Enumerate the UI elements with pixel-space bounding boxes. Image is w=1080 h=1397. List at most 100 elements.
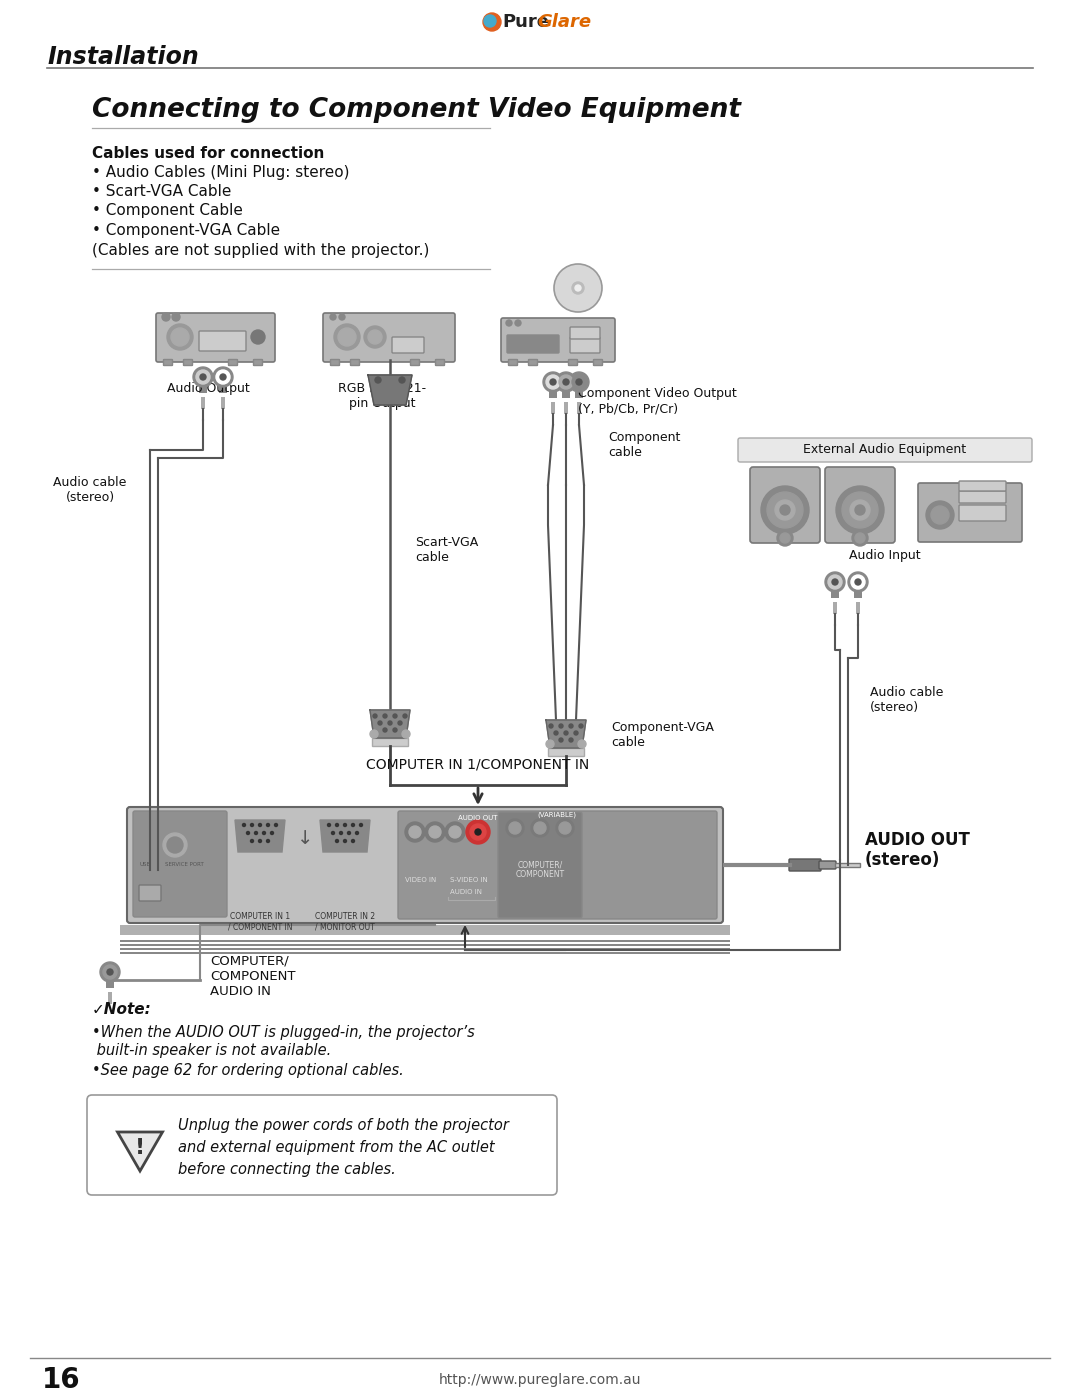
Text: •When the AUDIO OUT is plugged-in, the projector’s: •When the AUDIO OUT is plugged-in, the p… [92, 1024, 475, 1039]
Circle shape [383, 714, 387, 718]
FancyBboxPatch shape [738, 439, 1032, 462]
Circle shape [534, 821, 546, 834]
Text: COMPUTER/
COMPONENT
AUDIO IN: COMPUTER/ COMPONENT AUDIO IN [210, 956, 296, 997]
FancyBboxPatch shape [133, 812, 227, 916]
Text: AUDIO OUT
(stereo): AUDIO OUT (stereo) [865, 831, 970, 869]
Circle shape [167, 837, 183, 854]
Circle shape [507, 819, 524, 837]
Circle shape [375, 377, 381, 383]
Circle shape [475, 828, 481, 835]
Circle shape [828, 576, 842, 590]
FancyBboxPatch shape [959, 490, 1005, 503]
Circle shape [103, 965, 117, 979]
FancyBboxPatch shape [548, 747, 584, 756]
FancyBboxPatch shape [163, 359, 173, 366]
FancyBboxPatch shape [562, 381, 570, 398]
FancyBboxPatch shape [108, 992, 112, 1004]
FancyBboxPatch shape [139, 886, 161, 901]
Circle shape [777, 529, 793, 546]
Circle shape [251, 840, 254, 842]
Circle shape [465, 820, 490, 844]
Circle shape [559, 821, 571, 834]
Circle shape [578, 740, 586, 747]
FancyBboxPatch shape [568, 359, 578, 366]
Circle shape [193, 367, 213, 387]
Circle shape [351, 823, 354, 827]
Circle shape [274, 823, 278, 827]
Circle shape [576, 379, 582, 386]
FancyBboxPatch shape [106, 972, 114, 988]
Text: (Cables are not supplied with the projector.): (Cables are not supplied with the projec… [92, 243, 430, 258]
Text: Scart-VGA
cable: Scart-VGA cable [415, 536, 478, 564]
FancyBboxPatch shape [199, 331, 246, 351]
Text: ↓: ↓ [297, 828, 313, 848]
Circle shape [556, 372, 576, 393]
Circle shape [569, 372, 589, 393]
FancyBboxPatch shape [120, 944, 730, 946]
FancyBboxPatch shape [551, 402, 555, 414]
Circle shape [370, 731, 378, 738]
Circle shape [569, 724, 573, 728]
Circle shape [251, 330, 265, 344]
Circle shape [258, 840, 261, 842]
Circle shape [267, 823, 270, 827]
Circle shape [559, 374, 573, 388]
FancyBboxPatch shape [120, 949, 730, 950]
Circle shape [572, 374, 586, 388]
Circle shape [107, 970, 113, 975]
Circle shape [852, 529, 868, 546]
FancyBboxPatch shape [127, 807, 723, 923]
Circle shape [338, 328, 356, 346]
FancyBboxPatch shape [219, 377, 227, 393]
Text: • Scart-VGA Cable: • Scart-VGA Cable [92, 184, 231, 200]
Text: Audio Input: Audio Input [849, 549, 921, 562]
Text: Glare: Glare [537, 13, 591, 31]
Circle shape [780, 504, 789, 515]
Circle shape [388, 721, 392, 725]
Circle shape [515, 320, 521, 326]
Circle shape [220, 374, 226, 380]
FancyBboxPatch shape [87, 1095, 557, 1194]
FancyBboxPatch shape [564, 402, 568, 414]
Circle shape [559, 738, 563, 742]
Circle shape [848, 571, 868, 592]
Circle shape [213, 367, 233, 387]
Polygon shape [320, 820, 370, 852]
FancyBboxPatch shape [392, 337, 424, 353]
Circle shape [569, 738, 573, 742]
Text: Installation: Installation [48, 45, 199, 68]
Text: AUDIO IN: AUDIO IN [450, 888, 482, 895]
FancyBboxPatch shape [330, 359, 339, 366]
Text: Audio cable
(stereo): Audio cable (stereo) [870, 686, 943, 714]
Text: http://www.pureglare.com.au: http://www.pureglare.com.au [438, 1373, 642, 1387]
Text: • Component-VGA Cable: • Component-VGA Cable [92, 222, 280, 237]
FancyBboxPatch shape [835, 863, 860, 868]
Circle shape [549, 724, 553, 728]
Circle shape [564, 731, 568, 735]
FancyBboxPatch shape [376, 391, 380, 397]
Polygon shape [546, 719, 586, 747]
Circle shape [780, 534, 789, 543]
Text: S-VIDEO IN: S-VIDEO IN [450, 877, 488, 883]
FancyBboxPatch shape [410, 359, 419, 366]
Text: External Audio Equipment: External Audio Equipment [804, 443, 967, 457]
Text: Component Video Output
(Y, Pb/Cb, Pr/Cr): Component Video Output (Y, Pb/Cb, Pr/Cr) [578, 387, 737, 415]
Circle shape [336, 823, 338, 827]
Circle shape [402, 731, 410, 738]
Circle shape [393, 714, 397, 718]
FancyBboxPatch shape [184, 359, 192, 366]
Text: SERVICE PORT: SERVICE PORT [165, 862, 204, 868]
Text: ✓Note:: ✓Note: [92, 1003, 152, 1017]
Circle shape [172, 313, 180, 321]
Text: Audio Output: Audio Output [166, 381, 249, 395]
Circle shape [767, 492, 804, 528]
Text: • Audio Cables (Mini Plug: stereo): • Audio Cables (Mini Plug: stereo) [92, 165, 350, 180]
Circle shape [368, 330, 382, 344]
FancyBboxPatch shape [221, 397, 225, 409]
FancyBboxPatch shape [594, 359, 603, 366]
Circle shape [825, 571, 845, 592]
Circle shape [775, 500, 795, 520]
FancyBboxPatch shape [509, 359, 517, 366]
FancyBboxPatch shape [789, 859, 821, 870]
FancyBboxPatch shape [254, 359, 262, 366]
